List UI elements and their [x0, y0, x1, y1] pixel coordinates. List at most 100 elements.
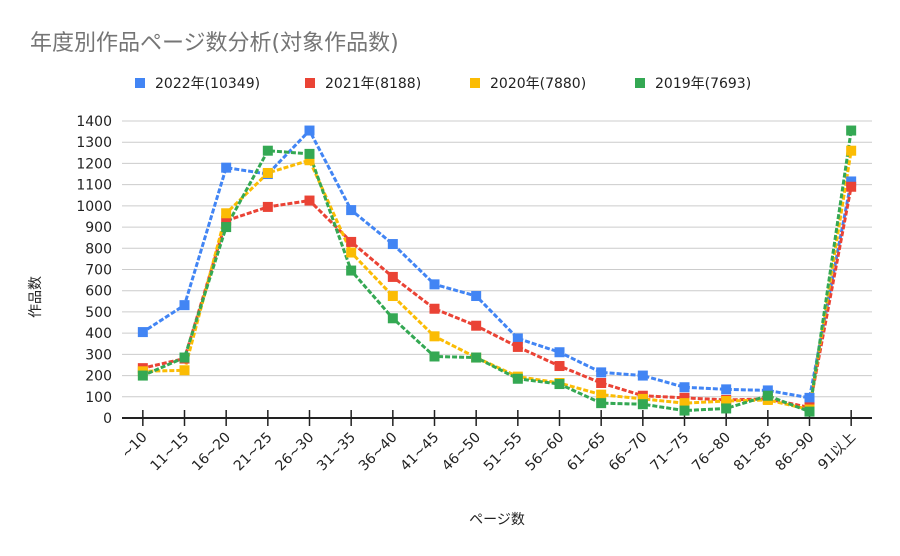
x-tick-label: 91以上	[815, 430, 859, 474]
legend-swatch	[470, 78, 480, 88]
y-tick-label: 600	[85, 284, 112, 300]
data-point	[137, 327, 148, 338]
data-point	[762, 385, 773, 396]
y-tick-label: 1300	[76, 135, 112, 151]
x-tick-label: 66~70	[606, 430, 651, 475]
legend-item: 2022年(10349)	[135, 76, 260, 92]
data-point	[596, 377, 607, 388]
data-point	[637, 393, 648, 404]
data-point	[429, 331, 440, 342]
legend: 2022年(10349) 2021年(8188) 2020年(7880) 2019年(…	[135, 76, 751, 92]
data-point	[221, 222, 232, 233]
gridlines	[122, 120, 872, 419]
x-tick-label: 41~45	[398, 430, 443, 475]
data-point	[429, 303, 440, 314]
data-point	[679, 398, 690, 409]
data-point	[762, 390, 773, 401]
data-point	[346, 265, 357, 276]
y-tick-label: 1400	[76, 114, 112, 130]
x-tick-label: 81~85	[731, 430, 776, 475]
data-point	[512, 373, 523, 384]
y-tick-label: 800	[85, 241, 112, 257]
y-tick-label: 500	[85, 305, 112, 321]
y-tick-label: 100	[85, 390, 112, 406]
data-point	[846, 176, 857, 187]
y-tick-label: 0	[103, 411, 112, 427]
data-point	[387, 239, 398, 250]
data-point	[179, 300, 190, 311]
data-point	[637, 399, 648, 410]
legend-swatch	[305, 78, 315, 88]
data-point	[679, 405, 690, 416]
data-point	[554, 379, 565, 390]
x-axis-label: ページ数	[469, 512, 525, 528]
data-point	[346, 247, 357, 258]
data-point	[387, 291, 398, 302]
data-point	[679, 392, 690, 403]
series-line	[141, 148, 853, 412]
x-tick-label: ~10	[118, 430, 150, 462]
data-point	[512, 341, 523, 352]
data-point	[429, 279, 440, 290]
data-point	[179, 352, 190, 363]
data-point	[554, 347, 565, 358]
legend-item: 2019年(7693)	[635, 76, 751, 92]
data-point	[679, 382, 690, 393]
x-tick-label: 51~55	[481, 430, 526, 475]
x-tick-label: 26~30	[273, 430, 318, 475]
y-axis-label: 作品数	[28, 276, 44, 318]
x-tick-label: 21~25	[231, 430, 276, 475]
data-point	[721, 403, 732, 414]
data-point	[304, 148, 315, 159]
data-point	[221, 215, 232, 226]
data-point	[596, 367, 607, 378]
x-axis-ticks: ~1011~1516~2021~2526~3031~3536~4041~4546…	[118, 410, 859, 474]
legend-swatch	[635, 78, 645, 88]
x-tick-label: 56~60	[523, 430, 568, 475]
x-tick-label: 71~75	[648, 430, 693, 475]
data-point	[262, 145, 273, 156]
y-tick-label: 700	[85, 263, 112, 279]
data-point	[179, 365, 190, 376]
data-point	[554, 361, 565, 372]
data-point	[846, 181, 857, 192]
data-point	[846, 145, 857, 156]
data-point	[262, 201, 273, 212]
data-point	[137, 370, 148, 381]
data-point	[721, 396, 732, 407]
data-point	[721, 384, 732, 395]
x-tick-label: 31~35	[314, 430, 359, 475]
data-point	[596, 398, 607, 409]
x-tick-label: 36~40	[356, 430, 401, 475]
data-point	[221, 162, 232, 173]
legend-swatch	[135, 78, 145, 88]
data-point	[346, 236, 357, 247]
x-tick-label: 86~90	[773, 430, 818, 475]
data-point	[262, 167, 273, 178]
data-point	[804, 406, 815, 417]
data-point	[596, 389, 607, 400]
y-tick-label: 1200	[76, 156, 112, 172]
legend-label: 2019年(7693)	[655, 76, 751, 92]
data-point	[804, 392, 815, 403]
legend-label: 2020年(7880)	[490, 76, 586, 92]
data-point	[304, 155, 315, 166]
data-point	[471, 352, 482, 363]
data-point	[221, 208, 232, 219]
data-point	[387, 271, 398, 282]
data-point	[846, 125, 857, 136]
x-tick-label: 16~20	[189, 430, 234, 475]
x-tick-label: 61~65	[564, 430, 609, 475]
x-tick-label: 46~50	[439, 430, 484, 475]
data-point	[471, 320, 482, 331]
chart-title: 年度別作品ページ数分析(対象作品数)	[30, 31, 399, 56]
data-point	[346, 205, 357, 216]
x-tick-label: 11~15	[148, 430, 193, 475]
data-point	[387, 313, 398, 324]
y-axis-ticks: 0 100 200 300 400 500 600 700 800 900 1000 1100 1200…	[76, 114, 112, 427]
y-tick-label: 200	[85, 369, 112, 385]
data-point	[429, 351, 440, 362]
data-point	[512, 333, 523, 344]
series-line	[141, 185, 853, 410]
